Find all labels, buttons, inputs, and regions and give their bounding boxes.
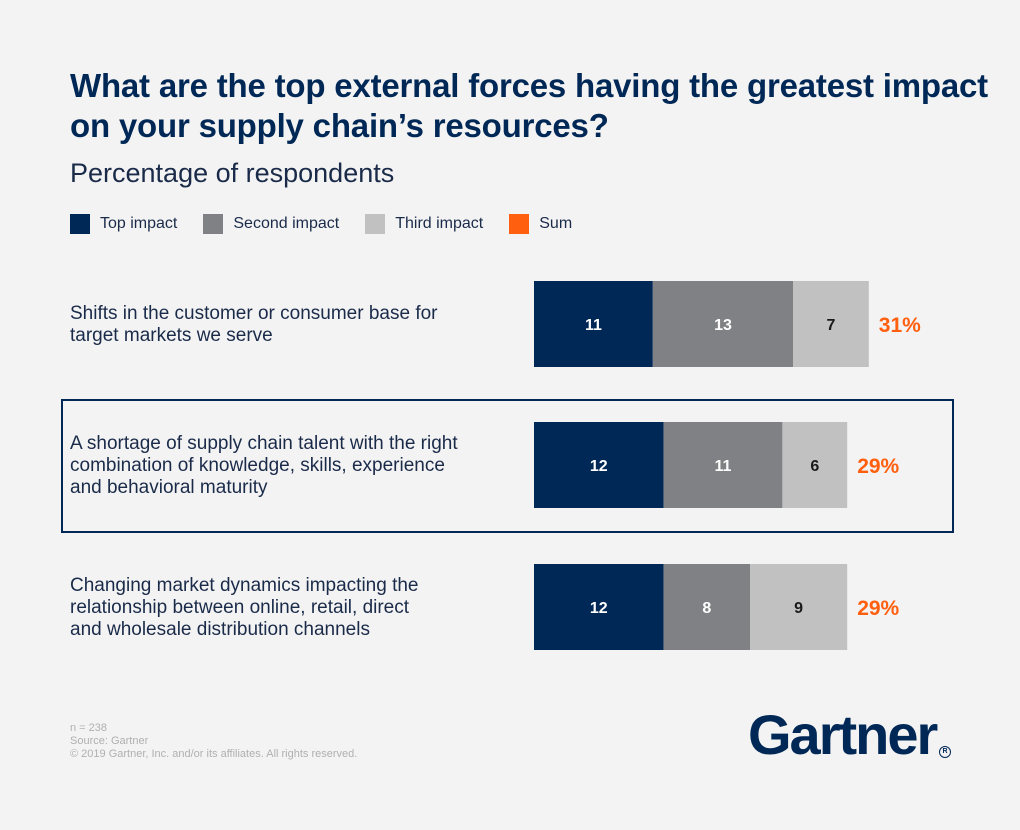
row-label-2-line-3: and behavioral maturity — [70, 477, 268, 498]
footnote: n = 238 Source: Gartner © 2019 Gartner, … — [70, 722, 357, 761]
chart-title: What are the top external forces having … — [70, 67, 988, 144]
row-label-1: Shifts in the customer or consumer base … — [70, 303, 520, 347]
bar-label-row-2-second-impact: 11 — [715, 458, 732, 475]
bar-row-2-top-impact — [534, 422, 664, 508]
bar-label-row-1-second-impact: 13 — [714, 317, 732, 334]
bar-row-3-top-impact — [534, 564, 664, 650]
legend-label-top-impact: Top impact — [100, 215, 178, 232]
footnote-sample-size: n = 238 — [70, 722, 108, 734]
legend-item-sum: Sum — [509, 214, 572, 234]
row-label-2: A shortage of supply chain talent with t… — [70, 433, 520, 499]
legend: Top impact Second impact Third impact Su… — [70, 214, 598, 234]
row-label-2-line-2: combination of knowledge, skills, experi… — [70, 455, 445, 476]
row-label-2-line-1: A shortage of supply chain talent with t… — [70, 433, 458, 454]
bar-label-row-2-top-impact: 12 — [590, 458, 608, 475]
sum-label-row-2: 29% — [857, 455, 899, 478]
legend-label-third-impact: Third impact — [395, 215, 484, 232]
legend-item-third-impact: Third impact — [365, 214, 483, 234]
row-label-3: Changing market dynamics impacting the r… — [70, 575, 520, 641]
row-label-3-line-2: relationship between online, retail, dir… — [70, 597, 410, 618]
legend-swatch-third-impact — [365, 214, 386, 234]
footnote-copyright: © 2019 Gartner, Inc. and/or its affiliat… — [70, 748, 358, 760]
bar-label-row-1-third-impact: 7 — [827, 317, 836, 334]
bar-label-row-2-third-impact: 6 — [810, 458, 819, 475]
bar-label-row-3-second-impact: 8 — [702, 600, 711, 617]
legend-label-second-impact: Second impact — [233, 215, 340, 232]
bar-row-2-third-impact — [782, 422, 848, 508]
sum-label-row-3: 29% — [857, 597, 899, 620]
row-label-3-line-1: Changing market dynamics impacting the — [70, 575, 419, 596]
registered-mark: R — [939, 746, 951, 758]
row-label-3-line-3: and wholesale distribution channels — [70, 619, 370, 640]
bar-label-row-1-top-impact: 11 — [585, 317, 602, 334]
legend-label-sum: Sum — [539, 215, 573, 232]
legend-swatch-second-impact — [203, 214, 224, 234]
legend-item-second-impact: Second impact — [203, 214, 339, 234]
legend-swatch-sum — [509, 214, 530, 234]
legend-swatch-top-impact — [70, 214, 90, 234]
highlighted-row-frame — [61, 399, 954, 533]
bar-label-row-3-top-impact: 12 — [590, 600, 608, 617]
chart-subtitle: Percentage of respondents — [70, 158, 395, 188]
gartner-logo: Gartner — [748, 703, 938, 766]
sum-label-row-1: 31% — [879, 314, 921, 337]
row-label-1-line-2: target markets we serve — [70, 325, 273, 346]
bar-row-1-third-impact — [793, 281, 869, 367]
bar-row-1-top-impact — [534, 281, 653, 367]
bar-label-row-3-third-impact: 9 — [794, 600, 803, 617]
bar-row-3-second-impact — [663, 564, 750, 650]
footnote-source: Source: Gartner — [70, 735, 149, 747]
legend-item-top-impact: Top impact — [70, 214, 177, 234]
bar-row-1-second-impact — [652, 281, 794, 367]
bar-row-2-second-impact — [663, 422, 783, 508]
bar-row-3-third-impact — [750, 564, 848, 650]
row-label-1-line-1: Shifts in the customer or consumer base … — [70, 303, 438, 324]
